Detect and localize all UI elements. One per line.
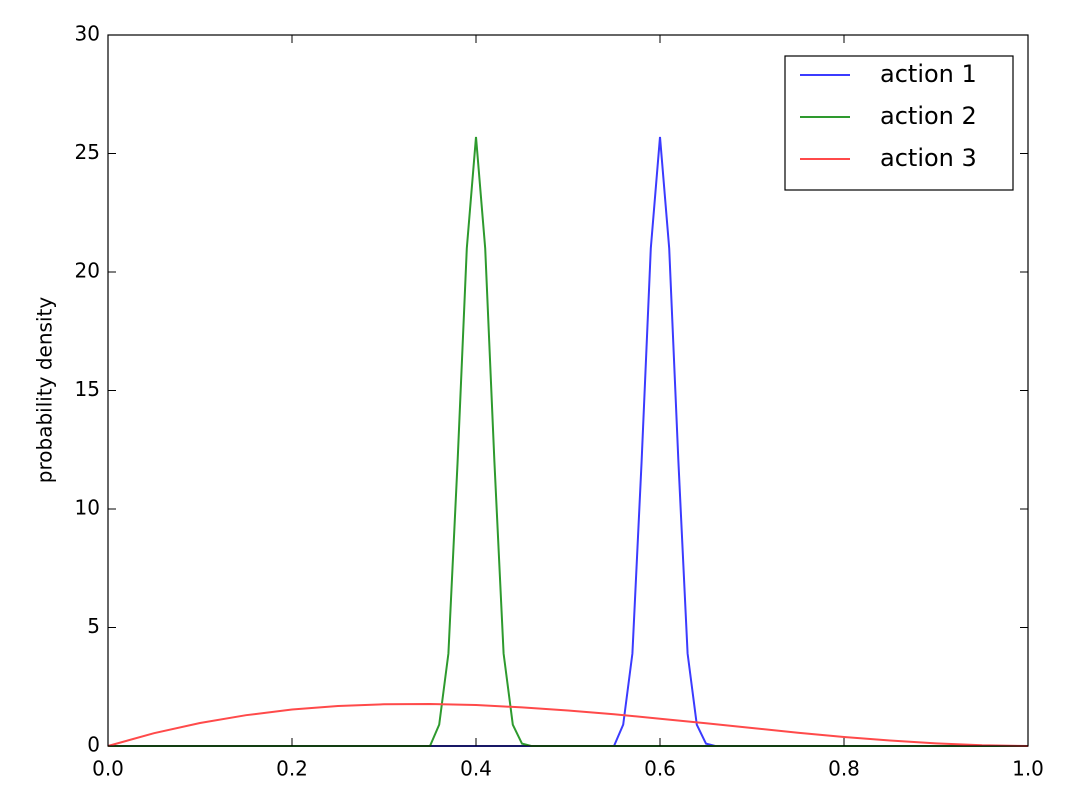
y-tick-label: 5: [87, 614, 100, 638]
legend-label: action 3: [880, 144, 977, 172]
line-series: [108, 136, 1028, 747]
y-tick-label: 30: [75, 22, 100, 46]
x-tick-label: 0.8: [828, 757, 860, 781]
y-tick-label: 20: [75, 259, 100, 283]
legend-box: [784, 55, 1014, 191]
y-tick-label: 0: [87, 733, 100, 757]
x-tick-label: 0.2: [276, 757, 308, 781]
legend-label: action 1: [880, 60, 977, 88]
line-series: [107, 703, 1029, 747]
y-tick-label: 25: [75, 140, 100, 164]
x-tick-label: 1.0: [1012, 757, 1044, 781]
y-axis-label: probability density: [33, 297, 57, 484]
x-tick-label: 0.4: [460, 757, 492, 781]
x-tick-label: 0.0: [92, 757, 124, 781]
x-tick-label: 0.6: [644, 757, 676, 781]
y-tick-label: 10: [75, 496, 100, 520]
legend-label: action 2: [880, 102, 977, 130]
line-series: [108, 136, 1028, 747]
y-tick-label: 15: [75, 377, 100, 401]
